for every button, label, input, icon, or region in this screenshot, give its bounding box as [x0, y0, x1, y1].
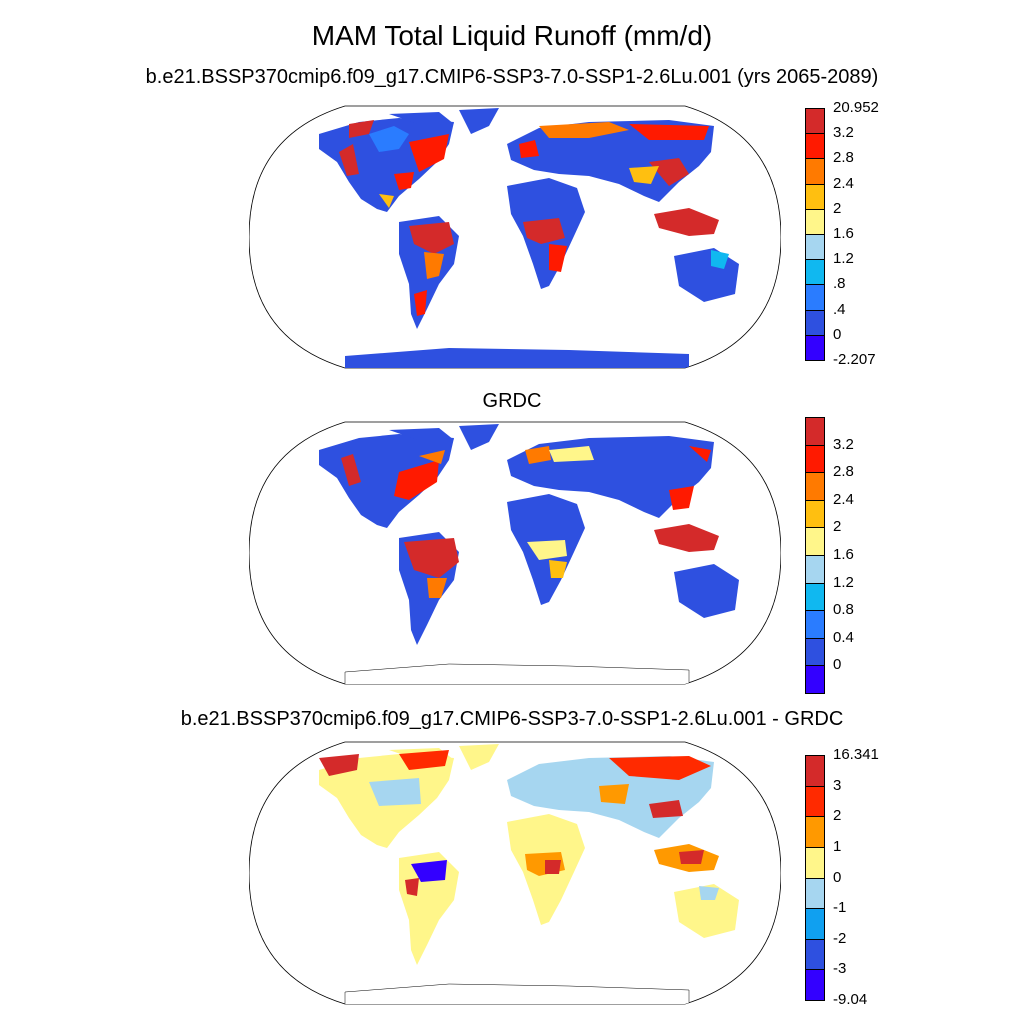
- panel-2-subtitle: GRDC: [482, 390, 542, 412]
- colorbar-box: [805, 908, 825, 940]
- colorbar-label: 0: [833, 325, 842, 343]
- colorbar-label: 0.8: [833, 601, 854, 619]
- colorbar-box: [805, 183, 825, 210]
- colorbar-label: -1: [833, 899, 847, 917]
- colorbar-3: -9.04 -3 -2 -1 0 1 2 3 16.341: [805, 747, 879, 1008]
- colorbar-label: 1.2: [833, 573, 854, 591]
- colorbar-box: [805, 499, 825, 529]
- grdc-runoff-map: [249, 421, 781, 685]
- colorbar-box: [805, 208, 825, 235]
- colorbar-label: 0: [833, 656, 842, 674]
- model-runoff-map: [249, 105, 781, 369]
- colorbar-label: 2: [833, 807, 842, 825]
- colorbar-label: 3.2: [833, 435, 854, 453]
- australia: [674, 564, 739, 618]
- figure-title: MAM Total Liquid Runoff (mm/d): [311, 20, 713, 51]
- colorbar-box: [805, 309, 825, 336]
- colorbar-label: 0.4: [833, 628, 854, 646]
- colorbar-label: 2: [833, 199, 842, 217]
- colorbar-label: .8: [833, 275, 846, 293]
- antarctica: [344, 983, 690, 1004]
- colorbar-box: [805, 284, 825, 311]
- greenland: [459, 424, 499, 450]
- colorbar-box: [805, 527, 825, 556]
- colorbar-label: 2.8: [833, 463, 854, 481]
- colorbar-box: [805, 417, 825, 446]
- colorbar-label: 2.4: [833, 174, 854, 192]
- difference-map: [249, 741, 781, 1005]
- colorbar-1: -2.207 0 .4 .8 1.2 1.6 2 2.4 2.8 3.2 20.952: [805, 100, 879, 368]
- colorbar-box: [805, 816, 825, 848]
- greenland: [459, 108, 499, 134]
- panel-1-subtitle: b.e21.BSSP370cmip6.f09_g17.CMIP6-SSP3-7.…: [145, 66, 879, 88]
- colorbar-label: 2: [833, 518, 842, 536]
- colorbar-label: 2.8: [833, 149, 854, 167]
- colorbar-label: 20.952: [833, 99, 879, 116]
- colorbar-box: [805, 472, 825, 501]
- colorbar-label: 0: [833, 868, 842, 886]
- antarctica: [344, 663, 690, 684]
- colorbar-box: [805, 877, 825, 910]
- colorbar-box: [805, 234, 825, 261]
- colorbar-box: [805, 785, 825, 818]
- colorbar-box: [805, 846, 825, 879]
- colorbar-box: [805, 444, 825, 474]
- colorbar-2: 0 0.4 0.8 1.2 1.6 2 2.4 2.8 3.2: [805, 417, 854, 694]
- colorbar-label: 1.6: [833, 225, 854, 242]
- colorbar-box: [805, 133, 825, 160]
- colorbar-label: 2.4: [833, 490, 854, 508]
- colorbar-label: .4: [833, 300, 846, 318]
- colorbar-box: [805, 259, 825, 286]
- colorbar-box: [805, 969, 825, 1001]
- colorbar-label: -2.207: [833, 351, 876, 368]
- colorbar-label: 3.2: [833, 124, 854, 142]
- colorbar-box: [805, 610, 825, 639]
- colorbar-label: 1.2: [833, 250, 854, 268]
- colorbar-label: 16.341: [833, 746, 879, 763]
- colorbar-box: [805, 555, 825, 584]
- australia: [674, 884, 739, 938]
- colorbar-label: 1.6: [833, 546, 854, 563]
- se-asia: [654, 524, 719, 552]
- colorbar-label: -2: [833, 929, 847, 947]
- colorbar-box: [805, 334, 825, 361]
- se-asia: [654, 208, 719, 236]
- colorbar-box: [805, 158, 825, 185]
- panel-3-subtitle: b.e21.BSSP370cmip6.f09_g17.CMIP6-SSP3-7.…: [180, 708, 844, 730]
- eurasia: [507, 120, 714, 202]
- colorbar-box: [805, 938, 825, 971]
- colorbar-label: -3: [833, 960, 847, 978]
- colorbar-box: [805, 637, 825, 667]
- colorbar-label: 3: [833, 776, 842, 794]
- colorbar-box: [805, 108, 825, 135]
- antarctica: [345, 348, 689, 368]
- colorbar-box: [805, 755, 825, 787]
- colorbar-box: [805, 665, 825, 694]
- greenland: [459, 744, 499, 770]
- colorbar-box: [805, 582, 825, 612]
- colorbar-label: 1: [833, 837, 842, 855]
- colorbar-label: -9.04: [833, 991, 868, 1008]
